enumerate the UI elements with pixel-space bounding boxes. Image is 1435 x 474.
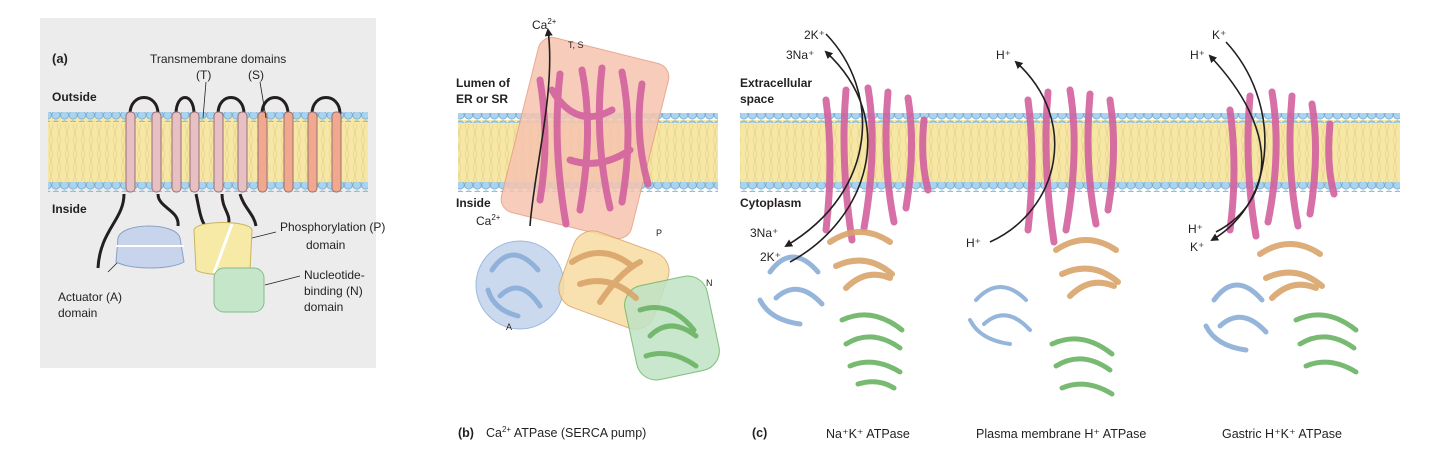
extracellular-label-1: Extracellular xyxy=(740,76,813,90)
hk-out-h: H⁺ xyxy=(1190,48,1205,62)
serca-inside-label: Inside xyxy=(456,196,491,210)
domain-a-label: A xyxy=(506,322,513,332)
nak-k-arrow xyxy=(784,33,864,248)
domain-p-label: P xyxy=(656,228,663,238)
serca-a-strands xyxy=(485,252,543,319)
domain-n-label: N xyxy=(706,278,713,288)
hk-h-arrow xyxy=(1208,54,1263,233)
caption-c-label: (c) xyxy=(752,426,768,440)
panel-a-background xyxy=(40,18,376,368)
act-label-2: domain xyxy=(58,306,98,320)
nak-in-k: 2K⁺ xyxy=(760,250,782,264)
ca-bottom-label: Ca2+ xyxy=(476,213,501,229)
phos-label-1: Phosphorylation (P) xyxy=(280,220,386,234)
panel-c-proteins xyxy=(757,84,1359,397)
panel-a-label: (a) xyxy=(52,51,68,66)
tm-s-label: (S) xyxy=(248,68,264,82)
ca-top-label: Ca2+ xyxy=(532,17,557,33)
panel-a-tm-helices xyxy=(125,111,342,193)
tm-t-label: (T) xyxy=(196,68,212,82)
panel-a-diagram xyxy=(40,18,376,368)
ph-out-h: H⁺ xyxy=(996,48,1011,62)
hk-protein xyxy=(1203,88,1359,375)
domain-ts-label: T, S xyxy=(568,40,584,50)
serca-p-helices xyxy=(569,249,643,305)
hk-k-arrow xyxy=(1210,41,1266,242)
ph-h-arrow xyxy=(989,60,1056,243)
lumen-label-2: ER or SR xyxy=(456,92,509,106)
serca-n-strands xyxy=(637,305,699,369)
hk-out-k: K⁺ xyxy=(1212,28,1227,42)
serca-ca-arrow xyxy=(529,28,553,227)
caption-hk: Gastric H⁺K⁺ ATPase xyxy=(1222,427,1342,441)
serca-protein xyxy=(475,28,720,381)
inside-label: Inside xyxy=(52,202,87,216)
nucleotide-domain-shape xyxy=(213,267,265,313)
serca-tm-helices xyxy=(536,64,652,228)
ph-protein xyxy=(968,86,1121,397)
caption-nak: Na⁺K⁺ ATPase xyxy=(826,427,910,441)
caption-b: (b) Ca2+ ATPase (SERCA pump) xyxy=(458,424,647,440)
phos-label-2: domain xyxy=(306,238,346,252)
nak-out-k: 2K⁺ xyxy=(804,28,826,42)
nak-in-na: 3Na⁺ xyxy=(750,226,779,240)
panel-a-membrane xyxy=(48,112,368,192)
nak-out-na: 3Na⁺ xyxy=(786,48,815,62)
nuc-label-3: domain xyxy=(304,300,344,314)
nak-protein xyxy=(757,84,932,391)
panel-c-arrows xyxy=(784,33,1266,263)
hk-in-h: H⁺ xyxy=(1188,222,1203,236)
cytoplasm-label: Cytoplasm xyxy=(740,196,802,210)
act-label-1: Actuator (A) xyxy=(58,290,123,304)
tm-domains-label: Transmembrane domains xyxy=(150,52,287,66)
ph-in-h: H⁺ xyxy=(966,236,981,250)
lumen-label-1: Lumen of xyxy=(456,76,510,90)
extracellular-label-2: space xyxy=(740,92,775,106)
nak-na-arrow xyxy=(789,50,869,263)
hk-in-k: K⁺ xyxy=(1190,240,1205,254)
outside-label: Outside xyxy=(52,90,97,104)
nuc-label-1: Nucleotide- xyxy=(304,268,365,282)
caption-ph: Plasma membrane H⁺ ATPase xyxy=(976,427,1147,441)
nuc-label-2: binding (N) xyxy=(304,284,363,298)
